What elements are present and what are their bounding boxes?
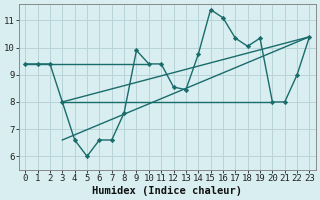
X-axis label: Humidex (Indice chaleur): Humidex (Indice chaleur) bbox=[92, 186, 242, 196]
